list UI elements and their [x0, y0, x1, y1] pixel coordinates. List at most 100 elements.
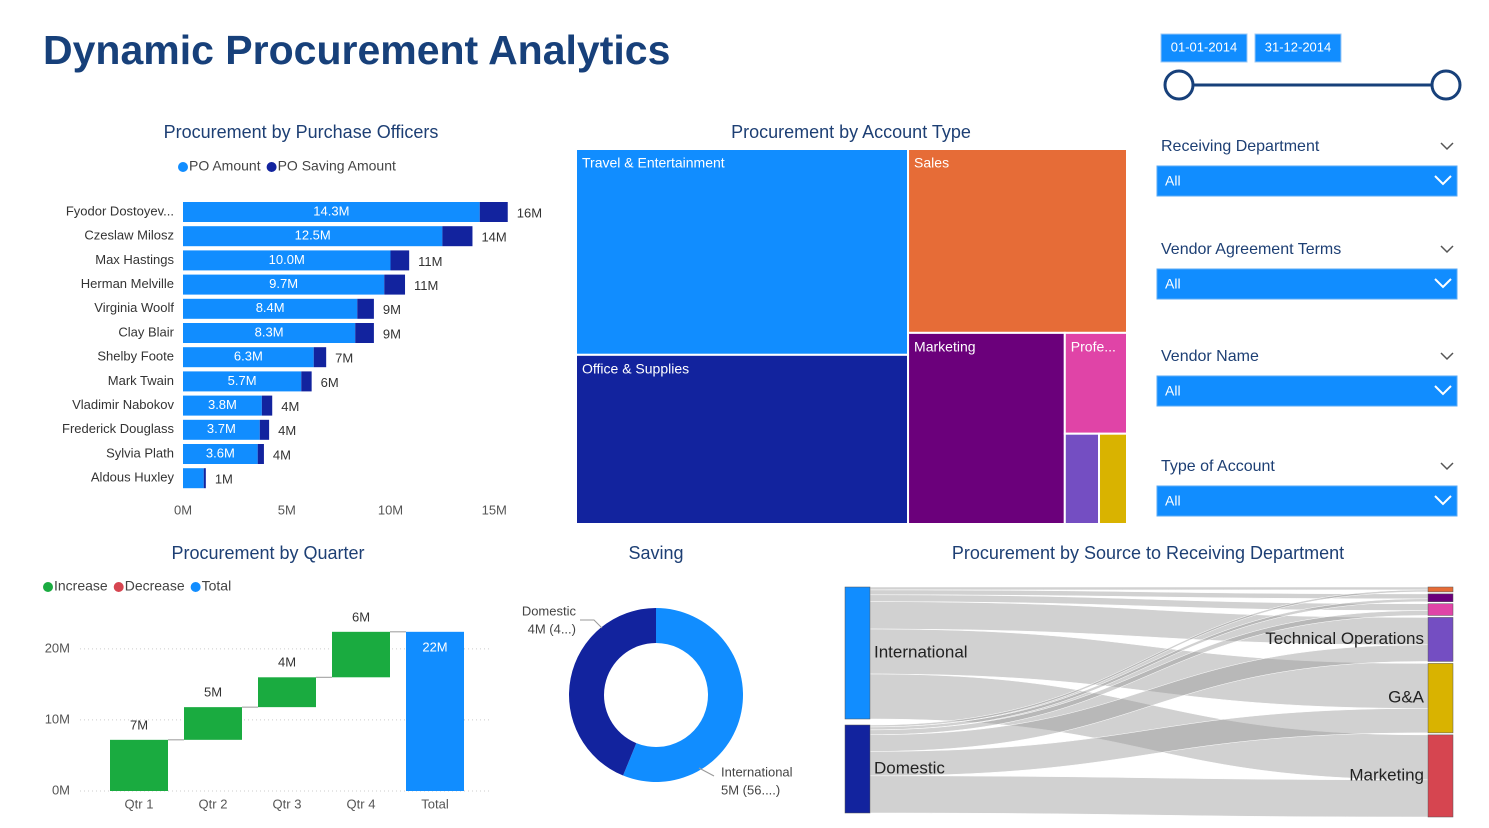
- chart-title: Saving: [628, 543, 683, 563]
- treemap-cell: [1063, 432, 1101, 526]
- bar: [257, 444, 264, 464]
- x-tick-label: 10M: [378, 502, 403, 517]
- data-label: 14.3M: [313, 203, 349, 218]
- treemap-label: Office & Supplies: [582, 361, 689, 377]
- dropdown-chevron: [1434, 495, 1452, 506]
- bar: [183, 395, 262, 416]
- sankey-link: [869, 775, 1429, 818]
- date-text: 01-01-2014: [1171, 39, 1238, 54]
- legend-label: PO Saving Amount: [278, 158, 396, 174]
- bar: [183, 371, 302, 392]
- data-label: 6M: [352, 609, 370, 624]
- total-label: 11M: [414, 278, 438, 293]
- bar: [332, 631, 390, 678]
- bar: [313, 347, 327, 368]
- sankey-target-node: [1427, 734, 1454, 818]
- filter-value: All: [1165, 493, 1181, 509]
- bar: [183, 202, 480, 222]
- data-label: 22M: [422, 639, 447, 654]
- bar: [406, 631, 464, 791]
- bar: [110, 739, 168, 791]
- y-tick-label: Shelby Foote: [97, 349, 174, 364]
- slider-handle[interactable]: [1163, 69, 1195, 101]
- y-tick-label: Mark Twain: [108, 373, 174, 388]
- bar: [442, 226, 473, 247]
- bar: [357, 298, 374, 319]
- data-label: 3.7M: [207, 421, 236, 436]
- filter-dropdown[interactable]: [1156, 165, 1458, 197]
- sankey-target-label: G&A: [1388, 688, 1425, 707]
- y-tick-label: 20M: [45, 640, 70, 655]
- sankey-target-node: [1427, 617, 1454, 662]
- data-label: 8.4M: [256, 300, 285, 315]
- sankey-link: [869, 586, 1429, 591]
- chart-title: Procurement by Account Type: [731, 122, 971, 142]
- total-label: 4M: [278, 423, 296, 438]
- total-label: 9M: [383, 302, 401, 317]
- sankey-target-label: Marketing: [1349, 765, 1424, 784]
- filter-label: Vendor Name: [1161, 348, 1259, 365]
- data-label: 3.8M: [208, 397, 237, 412]
- data-label: 9.7M: [269, 276, 298, 291]
- bar: [183, 347, 314, 368]
- date-text: 31-12-2014: [1265, 39, 1332, 54]
- filter-label: Receiving Department: [1161, 138, 1320, 155]
- dropdown-chevron: [1434, 385, 1452, 396]
- sankey-target-node: [1427, 593, 1454, 602]
- data-label: 4M: [278, 655, 296, 670]
- dropdown-chevron: [1434, 175, 1452, 186]
- chart-title: Procurement by Source to Receiving Depar…: [952, 543, 1344, 563]
- total-label: 16M: [517, 205, 542, 220]
- filter-dropdown[interactable]: [1156, 268, 1458, 300]
- treemap-cell: [1098, 432, 1128, 526]
- slider-handle[interactable]: [1430, 69, 1462, 101]
- data-label: 3.6M: [206, 445, 235, 460]
- legend-marker: [178, 162, 188, 172]
- x-tick-label: 0M: [174, 502, 192, 517]
- data-label: 5.7M: [228, 373, 257, 388]
- legend-label: Increase: [54, 578, 108, 594]
- legend-marker: [190, 582, 201, 592]
- filter-label: Vendor Agreement Terms: [1161, 241, 1341, 258]
- page-title: Dynamic Procurement Analytics: [43, 27, 670, 73]
- donut-category: International: [721, 764, 793, 779]
- legend-marker: [43, 582, 53, 592]
- treemap-cell: [575, 353, 910, 525]
- total-label: 11M: [418, 254, 442, 269]
- x-tick-label: Qtr 3: [273, 796, 302, 811]
- bar: [390, 250, 410, 271]
- donut-value: 5M (56....): [721, 782, 780, 797]
- bar: [301, 371, 312, 392]
- data-label: 10.0M: [269, 252, 305, 267]
- x-tick-label: Total: [421, 796, 449, 811]
- y-tick-label: Sylvia Plath: [106, 445, 174, 460]
- filter-value: All: [1165, 383, 1181, 399]
- x-tick-label: Qtr 4: [347, 796, 376, 811]
- legend-label: PO Amount: [189, 158, 261, 174]
- bar: [183, 468, 204, 489]
- x-tick-label: Qtr 1: [125, 796, 154, 811]
- filter-chevron: [1440, 352, 1454, 361]
- bar: [183, 250, 391, 271]
- filter-dropdown[interactable]: [1156, 485, 1458, 517]
- treemap-cell: [907, 331, 1066, 525]
- sankey-target-node: [1427, 586, 1454, 593]
- y-tick-label: Frederick Douglass: [62, 421, 174, 436]
- y-tick-label: 10M: [45, 711, 70, 726]
- sankey-source-label: International: [874, 642, 968, 661]
- y-tick-label: Fyodor Dostoyev...: [66, 203, 174, 218]
- filter-dropdown[interactable]: [1156, 375, 1458, 407]
- legend-marker: [113, 582, 124, 592]
- donut-slice: [623, 608, 744, 782]
- date-box[interactable]: [1254, 33, 1342, 63]
- filter-value: All: [1165, 276, 1181, 292]
- legend-marker: [266, 162, 277, 172]
- date-box[interactable]: [1160, 33, 1248, 63]
- bar: [183, 298, 358, 319]
- leader-line: [698, 767, 715, 777]
- treemap-label: Profe...: [1071, 339, 1116, 355]
- data-label: 5M: [204, 685, 222, 700]
- donut-category: Domestic: [522, 603, 577, 618]
- bar: [183, 419, 260, 440]
